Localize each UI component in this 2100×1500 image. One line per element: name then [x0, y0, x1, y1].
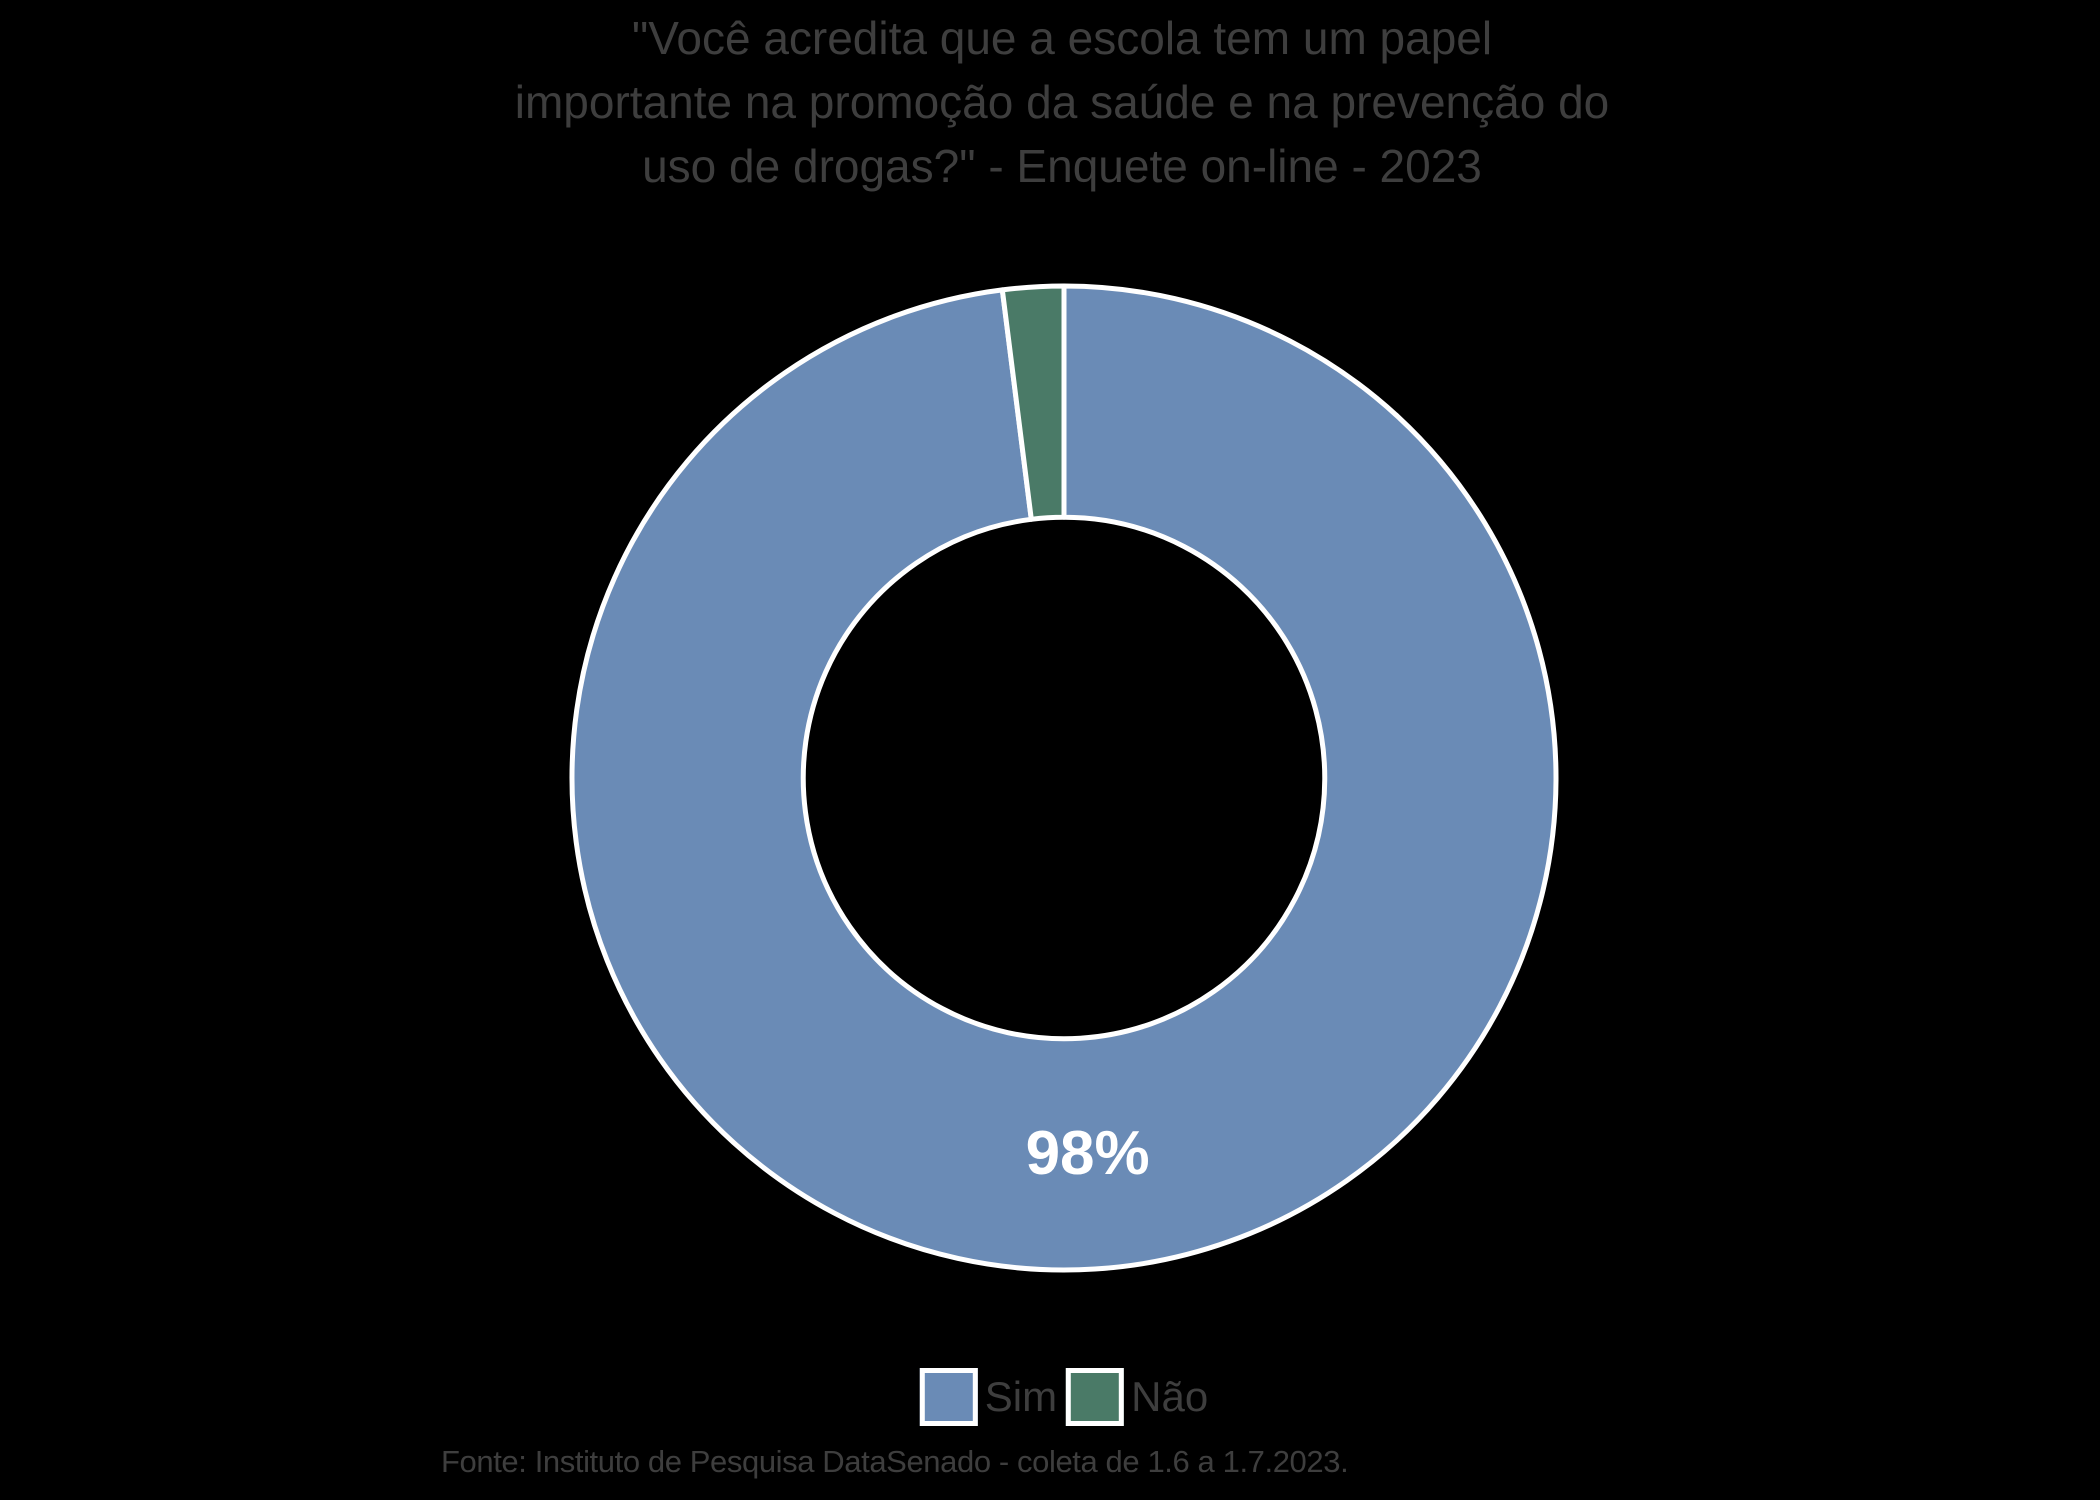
donut-chart: 98% [569, 283, 1559, 1273]
chart-title: "Você acredita que a escola tem um papel… [515, 6, 1610, 198]
chart-title-line-2: importante na promoção da saúde e na pre… [514, 76, 1610, 128]
legend-swatch-sim [919, 1368, 978, 1426]
data-label-sim: 98% [1026, 1119, 1150, 1188]
legend-swatch-nao [1066, 1368, 1125, 1426]
donut-slice-sim [569, 283, 1559, 1273]
legend-label-nao: Não [1131, 1373, 1209, 1420]
legend-item-nao: Não [1066, 1368, 1208, 1426]
chart-legend: Sim Não [919, 1368, 1208, 1426]
chart-title-line-1: "Você acredita que a escola tem um papel [631, 12, 1493, 64]
source-note: Fonte: Instituto de Pesquisa DataSenado … [441, 1444, 1349, 1479]
chart-title-line-3: uso de drogas?" - Enquete on-line - 2023 [642, 140, 1482, 192]
donut-slice-nao [999, 283, 1067, 522]
legend-label-sim: Sim [984, 1373, 1058, 1420]
legend-item-sim: Sim [919, 1368, 1058, 1426]
